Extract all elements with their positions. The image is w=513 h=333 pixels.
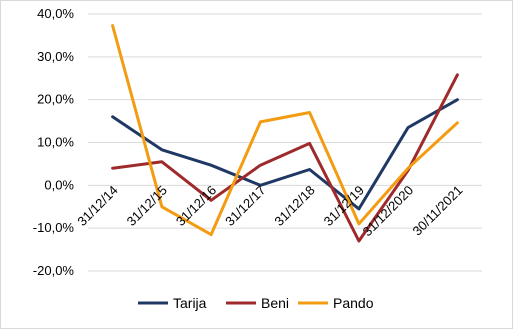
legend: Tarija Beni Pando (138, 295, 374, 311)
y-tick-label: 20,0% (37, 92, 74, 107)
series-line-pando (111, 24, 459, 237)
legend-label-pando: Pando (333, 295, 374, 311)
x-tick-label: 30/11/2021 (410, 183, 466, 239)
y-tick-label: 0,0% (44, 177, 74, 192)
series-lines (111, 24, 459, 243)
series-line-tarija (111, 98, 459, 211)
x-tick-label: 31/12/18 (271, 183, 317, 229)
y-tick-label: -10,0% (33, 220, 75, 235)
y-axis-tick-labels: 40,0% 30,0% 20,0% 10,0% 0,0% -10,0% -20,0% (33, 6, 75, 278)
series-line-beni (111, 73, 459, 243)
legend-label-tarija: Tarija (173, 295, 207, 311)
y-tick-label: 10,0% (37, 135, 74, 150)
legend-label-beni: Beni (261, 295, 289, 311)
y-tick-label: -20,0% (33, 263, 75, 278)
line-chart: 40,0% 30,0% 20,0% 10,0% 0,0% -10,0% -20,0% 31/… (33, 6, 482, 311)
y-tick-label: 30,0% (37, 49, 74, 64)
x-axis-tick-labels: 31/12/14 31/12/15 31/12/16 31/12/17 31/12/18… (74, 183, 465, 240)
y-tick-label: 40,0% (37, 6, 74, 21)
x-tick-label: 31/12/17 (222, 183, 268, 229)
x-tick-label: 31/12/14 (74, 183, 120, 229)
